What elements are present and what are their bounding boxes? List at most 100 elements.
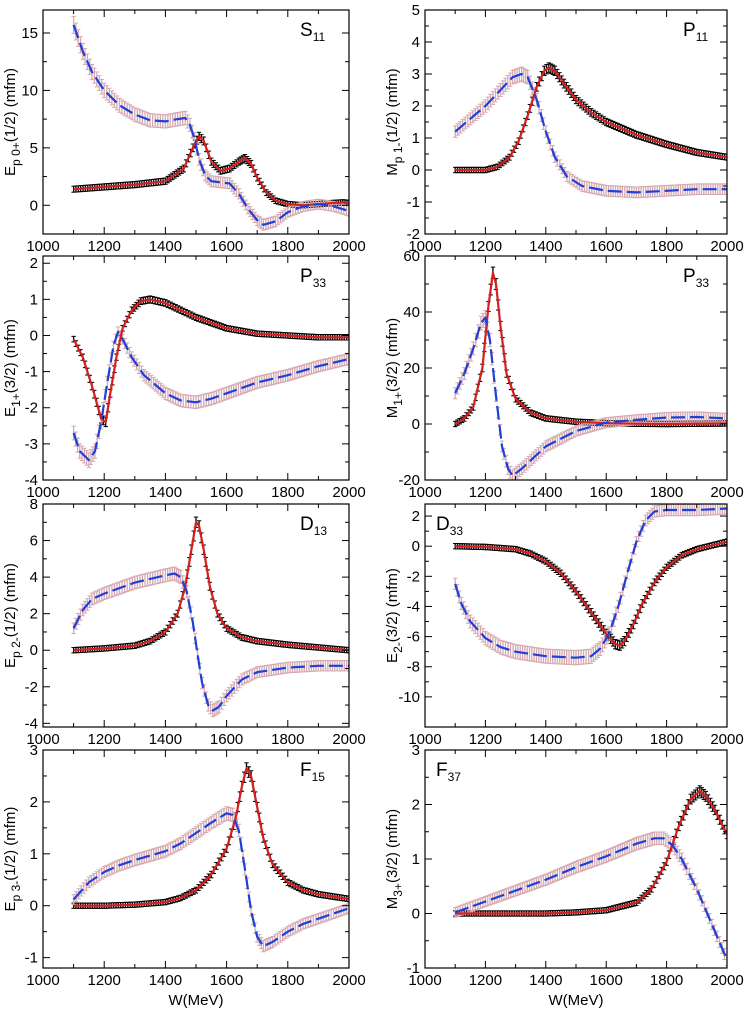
panel-5: 1000 1200 1400 1600 1800 2000 -4 -2 0 2 4 6 8 D13 Ep 2… [2,496,366,748]
x-tick-label: 1600 [590,731,623,748]
x-tick-label: 2000 [710,238,743,255]
y-tick-label: 0 [30,327,38,344]
partial-wave-label: D33 [436,514,463,538]
y-axis-label: E2-(3/2) (mfm) [384,568,405,663]
plot-area [71,516,349,718]
x-tick-label: 1000 [408,238,441,255]
x-tick-label: 1800 [271,484,304,501]
x-tick-label: 1200 [88,484,121,501]
y-tick-label: 40 [403,304,420,321]
y-label-symbol: E [2,407,19,417]
y-tick-label: 0 [412,416,420,433]
x-tick-label: 1200 [88,238,121,255]
x-tick-label: 1400 [149,238,182,255]
y-label-symbol: M [384,163,401,176]
y-tick-label: -4 [25,715,38,732]
y-tick-label: -2 [407,226,420,243]
y-label-units: (3/2) (mfm) [384,318,401,392]
y-tick-label: 2 [412,508,420,525]
x-tick-label: 1800 [650,484,683,501]
real-error-bars [453,62,727,174]
partial-wave-letter: P [683,266,696,287]
y-label-units: (1/2) (mfm) [2,68,19,142]
x-tick-label: 2000 [332,484,365,501]
partial-wave-label: P33 [300,266,326,290]
plot-area [453,504,727,666]
y-label-units: (1/2) (mfm) [2,563,19,637]
y-axis-label: Ep 2-(1/2) (mfm) [2,563,23,668]
y-tick-label: -1 [25,364,38,381]
y-tick-label: 60 [403,248,420,265]
partial-wave-subscript: 11 [696,30,709,44]
y-label-units: (3/2) (mfm) [2,319,19,393]
real-error-bars [71,295,349,428]
y-tick-label: -20 [398,472,420,489]
y-label-subscript: p 1- [391,142,405,163]
real-error-bars [71,762,349,909]
plot-area [71,15,349,231]
y-label-symbol: E [384,653,401,663]
partial-wave-subscript: 13 [314,524,328,538]
y-tick-label: 20 [403,360,420,377]
partial-wave-label: S11 [300,20,325,44]
x-tick-label: 1600 [590,484,623,501]
imag-error-bars [71,326,349,469]
x-tick-label: 2000 [710,731,743,748]
real-error-bars [71,131,349,209]
y-tick-label: 2 [30,606,38,623]
x-tick-label: 2000 [710,484,743,501]
partial-wave-letter: P [300,266,313,287]
y-tick-label: 4 [412,34,420,51]
y-label-subscript: p 2- [9,637,23,658]
imag-series-line [454,316,727,477]
x-tick-label: 1800 [271,731,304,748]
partial-wave-label: D13 [300,514,327,538]
y-tick-label: -2 [25,679,38,696]
plot-area [71,295,349,469]
x-tick-label: 2000 [332,238,365,255]
panel-6: 1000 1200 1400 1600 1800 2000-10-8-6-4-202 D33… [384,503,744,748]
y-label-subscript: p 0+ [9,142,23,166]
real-series-line [455,540,727,647]
partial-wave-letter: D [436,514,450,535]
imag-error-bars [453,66,727,199]
y-tick-label: -6 [407,629,420,646]
y-tick-label: 6 [30,533,38,550]
y-tick-label: 3 [412,66,420,83]
y-label-subscript: 1+ [391,392,405,406]
x-tick-label: 1400 [529,238,562,255]
x-tick-label: 1400 [149,731,182,748]
y-tick-label: -2 [407,568,420,585]
partial-wave-subscript: 33 [696,276,710,290]
real-series-line [455,66,727,172]
x-tick-label: 2000 [332,731,365,748]
y-tick-label: -10 [398,689,420,706]
y-tick-label: 10 [21,82,38,99]
y-tick-label: 8 [30,496,38,513]
x-tick-label: 1000 [408,731,441,748]
x-tick-label: 1600 [210,238,243,255]
imag-error-bars [71,806,349,953]
imag-series-line [454,72,727,194]
y-tick-label: 4 [30,569,38,586]
x-tick-label: 1000 [26,731,59,748]
real-error-bars [453,538,727,651]
y-label-symbol: M [384,406,401,419]
x-tick-label: 1600 [210,731,243,748]
imag-series-line [454,507,727,659]
plot-frame [42,503,350,728]
imag-series-line [72,572,349,712]
y-tick-label: 0 [412,162,420,179]
y-tick-label: -3 [25,436,38,453]
x-tick-label: 1400 [149,484,182,501]
y-tick-label: -1 [407,194,420,211]
y-label-symbol: E [2,166,19,176]
y-axis-label: M1+(3/2) (mfm) [384,318,405,418]
partial-wave-subscript: 11 [313,30,326,44]
partial-wave-letter: D [300,514,314,535]
plot-area [453,266,727,480]
plot-frame [424,255,728,481]
y-label-units: (1/2) (mfm) [384,68,401,142]
partial-wave-subscript: 33 [450,524,464,538]
